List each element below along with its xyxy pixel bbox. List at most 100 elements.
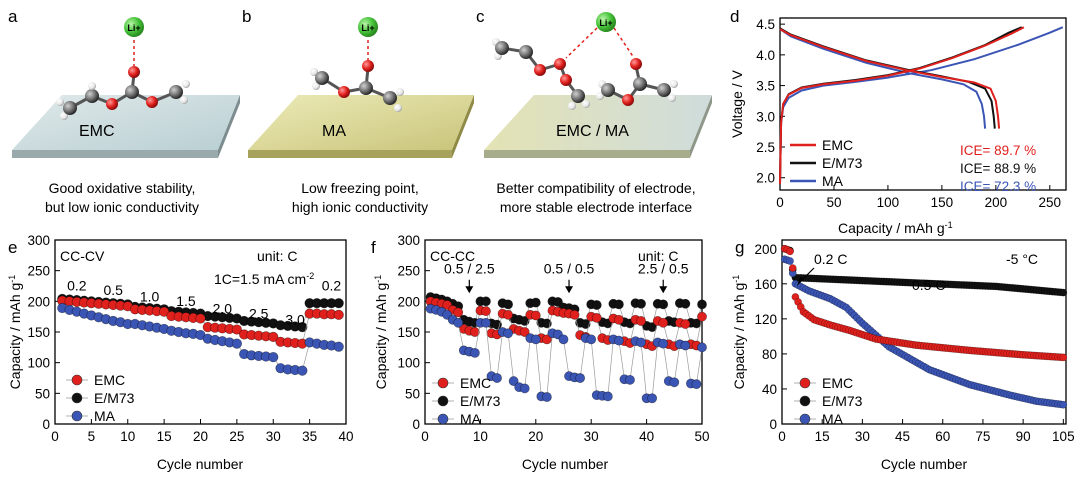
EM73-point (297, 321, 308, 333)
EMC-point (636, 316, 646, 326)
rate-label-0-5c: 0.5 C (912, 277, 945, 293)
y-axis-label: Capacity / mAh g-1 (7, 275, 23, 390)
mode-label: CC-CV (60, 248, 105, 264)
MA-point (647, 393, 658, 404)
x-tick-label: 50 (694, 429, 709, 444)
x-tick-label: 45 (895, 429, 910, 444)
panel-a-caption-line1: Good oxidative stability, (49, 180, 196, 196)
EMC-point (530, 310, 541, 321)
MA-point (636, 337, 646, 348)
y-tick-label: 2.5 (756, 140, 775, 155)
panel-c-molecule-label: EMC / MA (556, 123, 629, 140)
x-tick-label: 150 (931, 195, 954, 210)
EM73-point (519, 316, 530, 326)
y-tick-label: 160 (754, 277, 777, 292)
unit-label: unit: C (638, 248, 678, 264)
EM73-point (697, 299, 707, 310)
x-tick-label: 40 (338, 429, 353, 444)
EMC-point (786, 247, 794, 256)
EM73-point (591, 300, 602, 310)
panel-a-li-label: Li+ (127, 23, 140, 33)
MA-point (268, 352, 279, 363)
EMC-point (469, 327, 480, 337)
rate-label: 1.5 (176, 293, 196, 309)
x-tick-label: 75 (975, 429, 990, 444)
y-tick-label: 150 (397, 325, 420, 340)
ice-annotation: ICE= 88.9 % (960, 161, 1036, 176)
x-tick-label: 20 (528, 429, 543, 444)
x-tick-label: 90 (1016, 429, 1031, 444)
legend-marker (799, 413, 811, 425)
protocol-label: 0.5 / 0.5 (544, 261, 595, 277)
EMC-point (503, 309, 513, 320)
legend-marker (71, 410, 83, 422)
x-axis-label: Cycle number (522, 456, 609, 472)
chart-d: 0 50 100 150 200 250 2.0 2.5 3.0 3.5 4.0 4.5 d EMC E/M… (729, 7, 1067, 236)
MA-point (541, 392, 552, 402)
legend-label: E/M73 (822, 155, 863, 171)
EMC-point (1059, 353, 1068, 362)
panel-b-molecule-label: MA (322, 123, 346, 140)
MA-discharge-curve (779, 28, 987, 129)
chart-e: 0 5 10 15 20 25 30 35 40 0 50 100 150 200 250 300 e 0.2 0.… (7, 233, 354, 472)
y-tick-label: 40 (762, 382, 777, 397)
MA-point (333, 341, 344, 352)
panel-b-letter: b (242, 7, 251, 26)
protocol-arrowhead (465, 286, 474, 294)
rate-label: 0.5 (103, 282, 123, 298)
panel-a-emc-molecule (56, 66, 190, 120)
MA-point (469, 347, 480, 358)
x-tick-label: 0 (421, 429, 429, 444)
panel-letter: e (8, 238, 17, 257)
y-tick-label: 200 (754, 242, 777, 257)
EM73-point (658, 299, 669, 310)
x-axis-label: Cycle number (881, 456, 968, 472)
MA-point (503, 328, 513, 339)
MA-point (530, 334, 541, 345)
EMC-point (231, 324, 242, 335)
EMC-point (453, 307, 464, 318)
protocol-arrowhead (659, 286, 668, 294)
EMC-point (658, 317, 669, 328)
EM73-point (530, 297, 541, 308)
x-tick-label: 30 (584, 429, 599, 444)
x-tick-label: 15 (157, 429, 172, 444)
protocol-label: 0.5 / 2.5 (444, 261, 495, 277)
MA-point (669, 377, 680, 388)
x-tick-label: 200 (985, 195, 1008, 210)
unit-label: unit: C (257, 248, 297, 264)
MA-point (614, 335, 624, 346)
legend-marker (799, 377, 811, 389)
legend-label: MA (460, 411, 482, 427)
EM73-point (580, 319, 591, 329)
panel-a-substrate-edge (12, 150, 218, 158)
y-tick-label: 100 (27, 356, 50, 371)
legend-label: E/M73 (94, 390, 135, 406)
mode-label: CC-CC (430, 248, 475, 264)
panel-b-caption-line1: Low freezing point, (301, 180, 419, 196)
MA-point (586, 334, 597, 345)
plot-frame (781, 239, 1067, 425)
EM73-point (680, 298, 691, 309)
MA-point (625, 374, 635, 385)
EM73-point (333, 298, 344, 309)
x-tick-label: 0 (776, 195, 784, 210)
MA-point (658, 338, 669, 349)
EMC-point (788, 264, 797, 272)
EMC-point (680, 319, 691, 329)
legend-label: MA (822, 173, 844, 189)
panel-a-caption-line2: but low ionic conductivity (45, 199, 199, 215)
panel-c-coordination-line-left (565, 27, 598, 59)
ice-annotation: ICE= 89.7 % (960, 143, 1036, 158)
y-tick-label: 120 (754, 312, 777, 327)
x-tick-label: 0 (778, 429, 786, 444)
panel-letter: d (730, 7, 739, 26)
EMC-point (614, 314, 624, 325)
MA-point (558, 334, 569, 345)
x-tick-label: 15 (815, 429, 830, 444)
y-tick-label: 50 (35, 386, 50, 401)
panel-b-li-ion (358, 17, 378, 37)
MA-point (508, 376, 519, 386)
MA-point (602, 391, 613, 402)
x-tick-label: 5 (88, 429, 96, 444)
